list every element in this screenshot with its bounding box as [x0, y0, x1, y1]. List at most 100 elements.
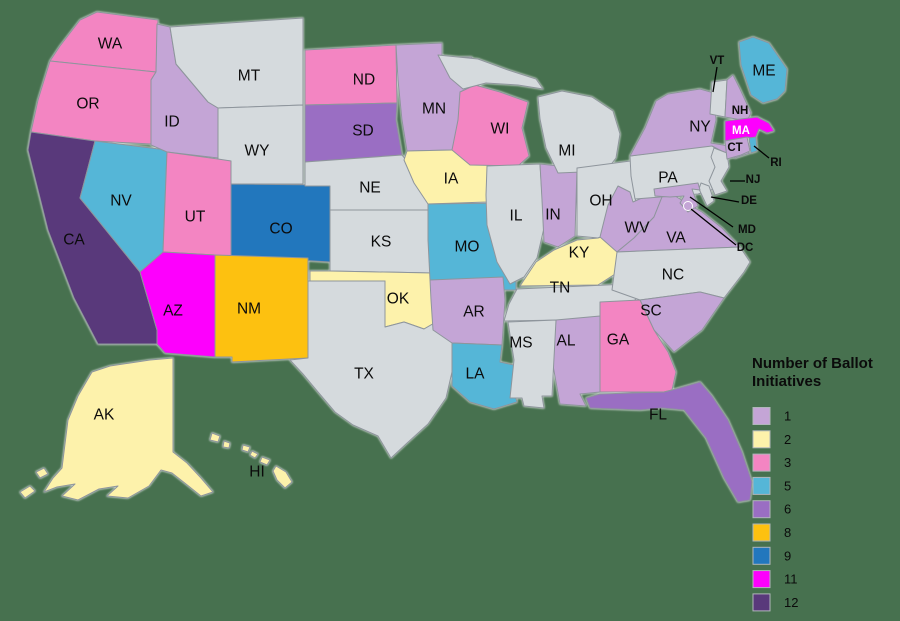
state-NJ [708, 147, 730, 196]
state-label-MI: MI [558, 143, 575, 160]
state-label-OR: OR [76, 96, 99, 113]
state-MI [437, 54, 621, 174]
state-label-SC: SC [640, 303, 662, 320]
state-label-KY: KY [569, 245, 590, 262]
state-AK [19, 357, 214, 501]
state-label-DC: DC [737, 242, 754, 254]
state-RI [748, 136, 758, 154]
state-UT [162, 151, 232, 257]
legend-swatch-11 [752, 570, 771, 589]
state-CT [724, 136, 751, 160]
state-label-MN: MN [422, 101, 446, 118]
state-label-RI: RI [770, 157, 782, 169]
state-label-CA: CA [63, 232, 85, 249]
state-GA [599, 299, 677, 393]
legend-swatch-8 [752, 523, 771, 542]
state-DC [683, 201, 693, 211]
state-label-HI: HI [249, 464, 265, 481]
state-labels-layer: WA OR CA NV ID MT WY UT CO AZ NM ND SD NE KS OK TX MN IA MO… [63, 36, 782, 481]
legend-value-8: 8 [784, 525, 791, 540]
leader-RI [753, 145, 770, 159]
state-label-NV: NV [110, 193, 132, 210]
legend-value-2: 2 [784, 432, 791, 447]
state-label-FL: FL [649, 407, 667, 424]
state-label-LA: LA [466, 366, 486, 383]
state-label-WV: WV [625, 220, 651, 237]
state-label-WY: WY [245, 143, 270, 160]
state-label-ID: ID [164, 114, 180, 131]
state-label-ME: ME [752, 63, 775, 80]
state-label-KS: KS [371, 234, 392, 251]
state-label-NE: NE [359, 180, 381, 197]
legend-value-5: 5 [784, 478, 791, 493]
state-label-MT: MT [238, 68, 261, 85]
state-label-OK: OK [387, 291, 410, 308]
state-label-OH: OH [589, 193, 612, 210]
state-label-IA: IA [444, 171, 459, 188]
leader-DE [710, 196, 740, 203]
leader-MD [689, 196, 734, 228]
state-label-GA: GA [607, 332, 630, 349]
state-label-MS: MS [509, 335, 532, 352]
state-label-CO: CO [269, 221, 292, 238]
legend-swatch-12 [752, 593, 771, 612]
state-label-UT: UT [185, 209, 206, 226]
leader-lines-layer [689, 66, 770, 246]
state-NY [629, 88, 751, 159]
state-IN [539, 163, 578, 248]
state-label-TN: TN [550, 280, 571, 297]
state-label-MA: MA [732, 125, 750, 137]
state-label-AL: AL [557, 333, 576, 350]
legend-value-9: 9 [784, 548, 791, 563]
state-label-DE: DE [741, 195, 757, 207]
legend-swatch-2 [752, 430, 771, 449]
legend-swatch-3 [752, 453, 771, 472]
state-label-CT: CT [727, 142, 742, 154]
state-label-VA: VA [666, 230, 686, 247]
state-VT [709, 79, 728, 118]
states-layer [19, 11, 788, 503]
legend-title: Number of Ballot Initiatives [752, 355, 873, 390]
state-AL [551, 315, 601, 407]
state-ME [738, 36, 788, 104]
legend-value-6: 6 [784, 502, 791, 517]
state-SD [304, 102, 403, 163]
state-label-SD: SD [352, 123, 374, 140]
state-label-WA: WA [98, 36, 123, 53]
state-NH [724, 74, 752, 122]
legend-value-1: 1 [784, 409, 791, 424]
state-FL [585, 381, 753, 503]
state-label-AR: AR [463, 304, 485, 321]
state-label-NH: NH [732, 105, 749, 117]
state-label-IN: IN [545, 207, 561, 224]
state-label-ND: ND [353, 72, 375, 89]
state-label-IL: IL [510, 208, 523, 225]
state-label-AZ: AZ [163, 303, 183, 320]
leader-DC [690, 208, 737, 246]
state-label-PA: PA [658, 170, 678, 187]
state-label-NJ: NJ [746, 174, 761, 186]
state-HI [209, 432, 293, 489]
state-ND [304, 44, 398, 106]
legend-swatch-9 [752, 546, 771, 565]
state-label-VT: VT [710, 55, 725, 67]
leader-VT [712, 66, 718, 93]
state-label-NY: NY [689, 119, 711, 136]
state-WI [451, 84, 530, 167]
state-label-MO: MO [455, 239, 480, 256]
state-label-MD: MD [738, 224, 756, 236]
state-label-TX: TX [354, 366, 374, 383]
state-label-NC: NC [662, 267, 684, 284]
state-TX [289, 280, 453, 459]
legend-swatch-6 [752, 500, 771, 519]
legend-value-11: 11 [784, 572, 798, 587]
state-label-NM: NM [237, 301, 261, 318]
state-label-WI: WI [491, 121, 510, 138]
legend-value-3: 3 [784, 455, 791, 470]
legend-swatch-5 [752, 476, 771, 495]
state-label-AK: AK [94, 407, 115, 424]
state-VA [616, 186, 741, 253]
state-NM [214, 254, 309, 363]
